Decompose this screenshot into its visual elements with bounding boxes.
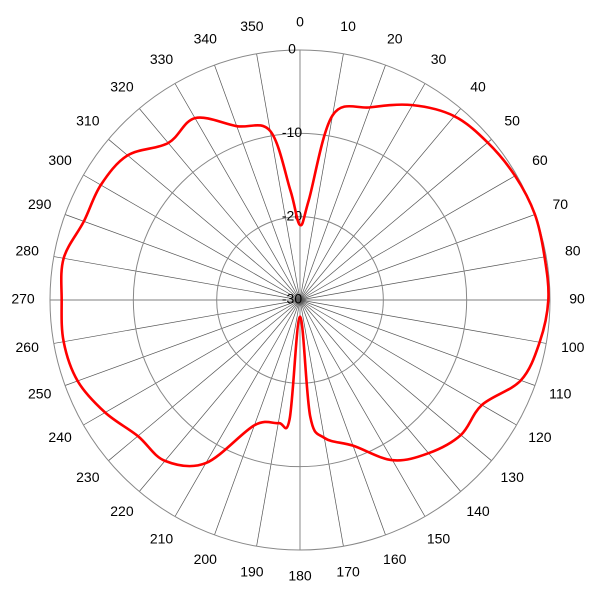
spoke — [299, 108, 461, 301]
angle-label: 310 — [76, 113, 100, 129]
spoke — [214, 299, 301, 536]
angle-label: 300 — [48, 152, 72, 168]
spoke — [299, 83, 426, 301]
spoke — [299, 53, 344, 301]
spoke — [256, 53, 301, 301]
angle-label: 100 — [561, 339, 585, 355]
r-tick-label: 0 — [288, 41, 296, 57]
ring — [49, 49, 551, 551]
spoke — [108, 139, 301, 301]
angle-label: 160 — [383, 551, 407, 567]
angle-label: 40 — [470, 79, 486, 95]
spoke — [174, 299, 301, 517]
spoke — [139, 299, 301, 492]
spoke — [299, 174, 517, 301]
spoke — [214, 64, 301, 301]
spoke — [299, 299, 461, 492]
spoke — [299, 299, 426, 517]
spoke — [83, 174, 301, 301]
angle-label: 260 — [16, 339, 40, 355]
spoke — [299, 256, 547, 301]
angle-label: 120 — [528, 429, 552, 445]
spoke — [299, 139, 492, 301]
spoke — [64, 214, 301, 301]
angle-label: 280 — [16, 243, 40, 259]
spoke — [64, 299, 301, 386]
angle-label: 210 — [150, 531, 174, 547]
spoke — [174, 83, 301, 301]
spoke — [299, 214, 536, 301]
angle-label: 180 — [288, 568, 312, 584]
r-tick-label: -10 — [282, 124, 302, 140]
spoke — [299, 299, 344, 547]
angle-label: 240 — [48, 429, 72, 445]
angle-label: 60 — [532, 152, 548, 168]
pattern-line — [59, 103, 550, 468]
spoke — [299, 299, 492, 461]
ring — [132, 132, 468, 468]
angle-label: 150 — [427, 531, 451, 547]
spoke — [299, 299, 386, 536]
spoke — [83, 299, 301, 426]
ring — [216, 216, 384, 384]
angle-label: 350 — [240, 18, 264, 34]
angle-label: 80 — [565, 243, 581, 259]
angle-label: 190 — [240, 563, 264, 579]
angle-label: 320 — [110, 79, 134, 95]
spoke — [53, 256, 301, 301]
spoke — [53, 299, 301, 344]
angle-label: 110 — [549, 385, 572, 401]
angle-label: 70 — [553, 196, 569, 212]
r-tick-label: -30 — [282, 291, 302, 307]
angle-label: 140 — [466, 503, 490, 519]
angle-label: 220 — [110, 503, 134, 519]
angle-label: 130 — [501, 469, 525, 485]
spoke — [299, 64, 386, 301]
angle-label: 90 — [569, 291, 585, 307]
angle-label: 200 — [194, 551, 218, 567]
spoke — [108, 299, 301, 461]
angle-label: 20 — [387, 30, 403, 46]
angle-label: 0 — [296, 14, 304, 30]
spoke — [139, 108, 301, 301]
angle-label: 250 — [28, 385, 52, 401]
angle-label: 30 — [431, 51, 447, 67]
angle-label: 270 — [11, 291, 35, 307]
angle-label: 170 — [336, 563, 360, 579]
spoke — [299, 299, 547, 344]
angle-label: 230 — [76, 469, 100, 485]
spoke — [299, 299, 517, 426]
angle-label: 50 — [504, 113, 520, 129]
angle-label: 290 — [28, 196, 52, 212]
spoke — [299, 299, 536, 386]
angle-label: 10 — [340, 18, 356, 34]
angle-label: 330 — [150, 51, 174, 67]
angle-label: 340 — [194, 30, 218, 46]
